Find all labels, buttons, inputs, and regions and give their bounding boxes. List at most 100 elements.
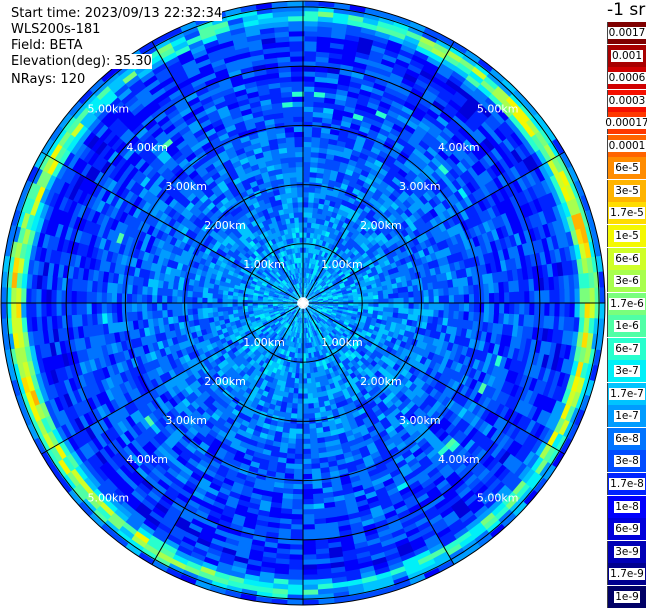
ppi-cell [468, 227, 478, 239]
ppi-cell [499, 303, 505, 315]
ppi-cell [389, 72, 405, 83]
ppi-cell [312, 300, 319, 302]
ppi-cell [326, 189, 334, 197]
ppi-cell [497, 173, 509, 189]
ppi-cell [319, 137, 330, 145]
ppi-cell [423, 112, 438, 125]
ppi-cell [331, 290, 338, 294]
ppi-cell [539, 146, 553, 164]
ppi-cell [400, 164, 412, 175]
ppi-cell [419, 69, 436, 82]
ppi-cell [448, 287, 455, 297]
ppi-cell [386, 154, 398, 165]
ppi-cell [323, 168, 333, 176]
ppi-cell [424, 131, 438, 144]
ppi-cell [335, 267, 341, 273]
ppi-cell [362, 115, 375, 125]
ppi-cell [437, 231, 447, 243]
ppi-cell [349, 269, 356, 276]
ppi-cell [305, 358, 310, 364]
ppi-cell [431, 75, 447, 89]
ppi-cell [367, 235, 375, 243]
ppi-cell [536, 239, 546, 254]
ppi-cell [360, 26, 378, 36]
ppi-cell [506, 134, 521, 151]
ppi-cell [488, 113, 503, 129]
ppi-cell [306, 272, 310, 279]
ppi-data-cells [1, 1, 605, 605]
ppi-cell [524, 291, 531, 305]
ppi-cell [588, 272, 596, 290]
ppi-cell [312, 274, 316, 281]
ppi-cell [495, 227, 505, 241]
ppi-cell [456, 61, 474, 76]
ppi-cell [580, 194, 592, 213]
ppi-cell [356, 178, 366, 187]
ppi-cell [294, 448, 303, 455]
ppi-cell [398, 48, 416, 60]
ppi-cell [401, 128, 414, 139]
ppi-cell [315, 51, 331, 58]
ppi-cell [450, 235, 459, 247]
ppi-cell [414, 175, 426, 187]
ppi-cell [380, 95, 395, 106]
ppi-cell [498, 81, 515, 98]
ppi-cell [303, 15, 320, 22]
ppi-cell [533, 112, 549, 130]
ppi-cell [360, 169, 371, 178]
ppi-cell [542, 223, 552, 240]
ppi-cell [317, 297, 324, 300]
ppi-cell [313, 264, 318, 271]
ppi-cell [413, 290, 420, 298]
ppi-cell [518, 160, 531, 176]
ppi-cell [321, 256, 327, 263]
ppi-cell [574, 303, 581, 319]
ppi-cell [325, 258, 331, 266]
ppi-cell [363, 303, 369, 307]
ppi-cell [304, 287, 306, 294]
ppi-cell [434, 167, 447, 180]
ppi-cell [331, 291, 338, 296]
ppi-cell [417, 73, 433, 86]
ppi-cell [437, 178, 449, 190]
ppi-cell [499, 292, 505, 305]
ppi-cell [445, 171, 457, 184]
ppi-cell [320, 291, 327, 295]
ppi-cell [303, 50, 318, 57]
ppi-cell [328, 254, 334, 261]
ppi-cell [301, 499, 314, 505]
ppi-cell [293, 468, 303, 475]
ppi-cell [420, 181, 432, 193]
ppi-cell [422, 283, 429, 291]
ppi-cell [560, 232, 570, 249]
ppi-cell [433, 42, 451, 56]
ppi-cell [525, 171, 538, 188]
ppi-cell [549, 174, 562, 192]
ppi-cell [363, 299, 369, 304]
ppi-cell [322, 275, 328, 281]
ppi-cell [317, 296, 323, 300]
ppi-cell [303, 171, 311, 178]
ppi-cell [321, 117, 334, 125]
ppi-cell [352, 112, 365, 122]
ppi-cell [426, 275, 433, 284]
ppi-cell [419, 194, 430, 206]
ppi-cell [302, 448, 311, 455]
ppi-cell [556, 203, 568, 221]
ppi-cell [352, 291, 359, 296]
ppi-cell [426, 108, 441, 121]
ppi-cell [539, 303, 546, 317]
ppi-cell [482, 209, 493, 223]
ppi-cell [291, 499, 303, 505]
ppi-cell [321, 250, 326, 258]
ppi-cell [301, 544, 316, 551]
ppi-cell [368, 54, 384, 65]
ppi-cell [303, 206, 309, 213]
ppi-cell [456, 161, 469, 174]
ppi-cell [348, 303, 354, 306]
ppi-cell [322, 297, 329, 300]
ppi-cell [343, 305, 349, 308]
ppi-cell [412, 129, 426, 141]
ppi-cell [306, 295, 312, 300]
ppi-cell [321, 293, 328, 297]
